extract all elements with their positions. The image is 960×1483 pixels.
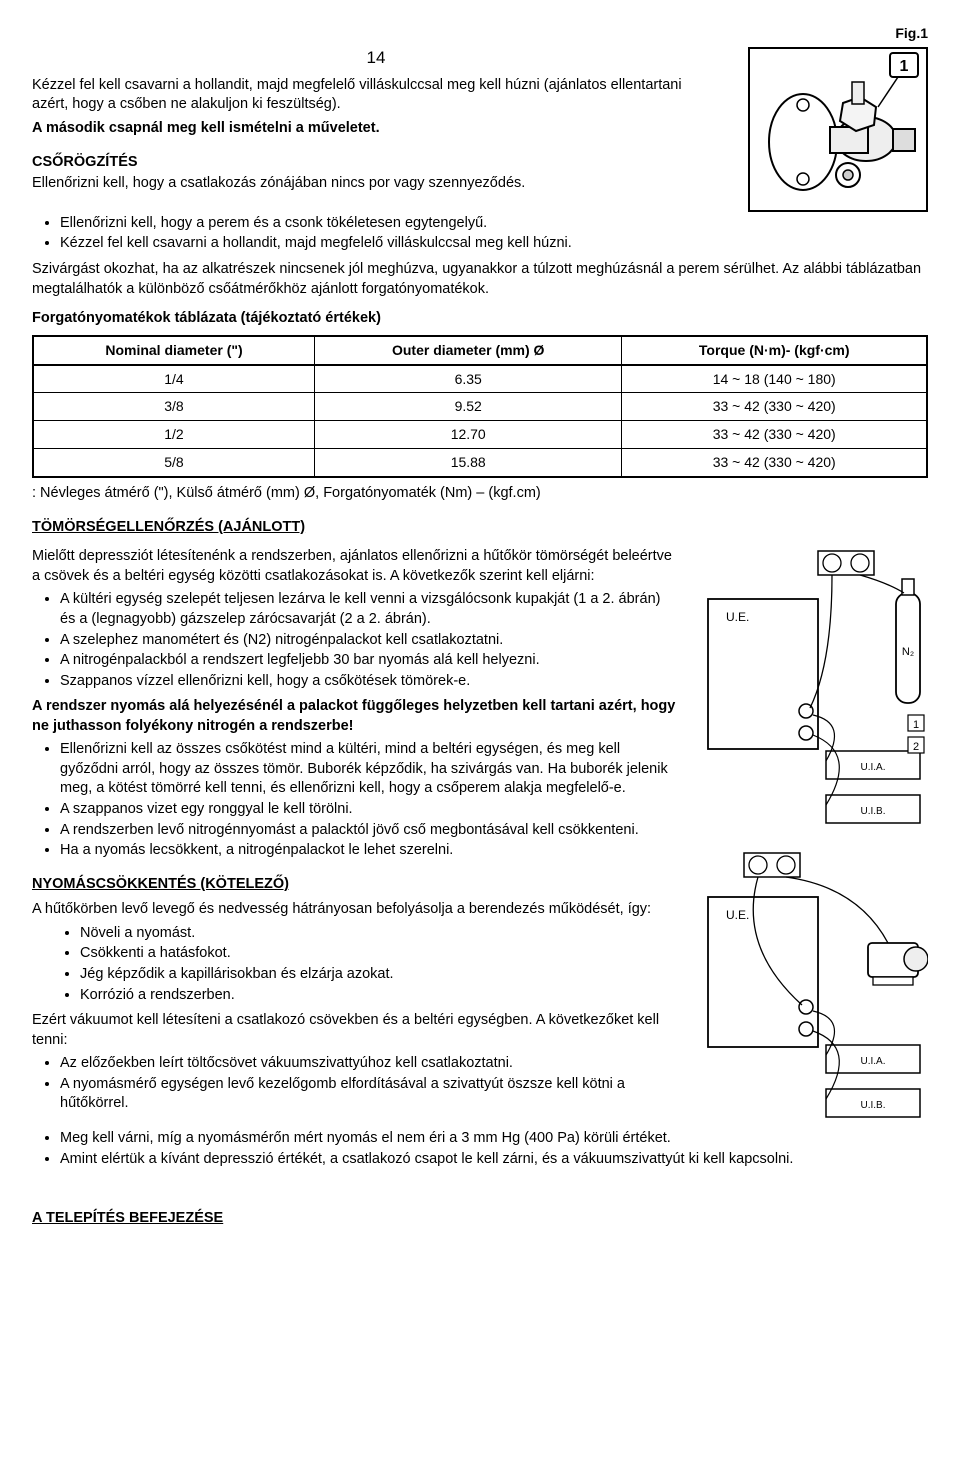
svg-text:U.I.A.: U.I.A.	[860, 1056, 885, 1067]
table-row: 3/89.5233 ~ 42 (330 ~ 420)	[33, 393, 927, 421]
svg-text:U.I.A.: U.I.A.	[860, 762, 885, 773]
torque-table: Nominal diameter (") Outer diameter (mm)…	[32, 335, 928, 478]
list-item: Jég képződik a kapillárisokban és elzárj…	[80, 965, 676, 985]
table-cell: 33 ~ 42 (330 ~ 420)	[622, 421, 927, 449]
table-cell: 6.35	[314, 365, 621, 393]
table-cell: 5/8	[33, 449, 314, 477]
table-cell: 14 ~ 18 (140 ~ 180)	[622, 365, 927, 393]
list-item: A szappanos vizet egy ronggyal le kell t…	[60, 800, 676, 820]
list-item: Csökkenti a hatásfokot.	[80, 944, 676, 964]
table-row: 1/46.3514 ~ 18 (140 ~ 180)	[33, 365, 927, 393]
leak-check-bullets-1: A kültéri egység szelepét teljesen lezár…	[32, 590, 676, 691]
heading-installation-completion: A TELEPÍTÉS BEFEJEZÉSE	[32, 1209, 928, 1229]
depress-mid: Ezért vákuumot kell létesíteni a csatlak…	[32, 1011, 676, 1050]
list-item: Ellenőrizni kell, hogy a perem és a cson…	[60, 214, 928, 234]
figure-1-valve-illustration: 1	[748, 47, 928, 212]
svg-text:1: 1	[900, 58, 909, 75]
svg-text:U.I.B.: U.I.B.	[860, 1100, 885, 1111]
svg-text:1: 1	[913, 719, 919, 731]
svg-text:2: 2	[913, 741, 919, 753]
list-item: Amint elértük a kívánt depresszió értéké…	[60, 1150, 928, 1170]
svg-text:N₂: N₂	[902, 646, 914, 658]
depress-bullets-1: Növeli a nyomást. Csökkenti a hatásfokot…	[32, 924, 676, 1005]
list-item: A nyomásmérő egységen levő kezelőgomb el…	[60, 1075, 676, 1114]
table-cell: 1/2	[33, 421, 314, 449]
heading-depressurization: NYOMÁSCSÖKKENTÉS (KÖTELEZŐ)	[32, 875, 676, 895]
table-header-row: Nominal diameter (") Outer diameter (mm)…	[33, 336, 927, 365]
figure-1-label: Fig.1	[32, 24, 928, 43]
heading-pipe-fixing: CSŐRÖGZÍTÉS	[32, 153, 720, 173]
list-item: A szelephez manométert és (N2) nitrogénp…	[60, 631, 676, 651]
depress-bullets-2-cont: Meg kell várni, míg a nyomásmérőn mért n…	[32, 1129, 928, 1169]
svg-text:U.E.: U.E.	[726, 610, 749, 624]
pipe-fixing-bullets: Ellenőrizni kell, hogy a perem és a cson…	[32, 214, 928, 254]
list-item: Ha a nyomás lecsökkent, a nitrogénpalack…	[60, 841, 676, 861]
list-item: A kültéri egység szelepét teljesen lezár…	[60, 590, 676, 629]
pipe-fixing-lead: Ellenőrizni kell, hogy a csatlakozás zón…	[32, 175, 525, 191]
intro-paragraph-2: A második csapnál meg kell ismételni a m…	[32, 119, 720, 139]
list-item: Ellenőrizni kell az összes csőkötést min…	[60, 740, 676, 799]
list-item: Növeli a nyomást.	[80, 924, 676, 944]
torque-table-title: Forgatónyomatékok táblázata (tájékoztató…	[32, 309, 928, 329]
figure-vacuum-pump: U.E. U.I.A. U.I.B.	[698, 847, 928, 1127]
table-cell: 33 ~ 42 (330 ~ 420)	[622, 449, 927, 477]
table-cell: 1/4	[33, 365, 314, 393]
column-header: Nominal diameter (")	[33, 336, 314, 365]
table-cell: 9.52	[314, 393, 621, 421]
leak-check-lead: Mielőtt depressziót létesítenénk a rends…	[32, 547, 676, 586]
table-cell: 15.88	[314, 449, 621, 477]
list-item: Korrózió a rendszerben.	[80, 986, 676, 1006]
column-header: Torque (N·m)- (kgf·cm)	[622, 336, 927, 365]
depress-lead: A hűtőkörben levő levegő és nedvesség há…	[32, 900, 676, 920]
column-header: Outer diameter (mm) Ø	[314, 336, 621, 365]
intro-paragraph-1: Kézzel fel kell csavarni a hollandit, ma…	[32, 76, 720, 115]
page-number: 14	[32, 47, 720, 70]
list-item: Az előzőekben leírt töltőcsövet vákuumsz…	[60, 1054, 676, 1074]
heading-leak-check: TÖMÖRSÉGELLENŐRZÉS (AJÁNLOTT)	[32, 518, 928, 538]
table-row: 5/815.8833 ~ 42 (330 ~ 420)	[33, 449, 927, 477]
list-item: A nitrogénpalackból a rendszert legfelje…	[60, 651, 676, 671]
svg-text:U.I.B.: U.I.B.	[860, 806, 885, 817]
figure-nitrogen-leak-test: U.E. N₂ U.I.A. U.I.B. 1	[698, 543, 928, 833]
leak-check-warning: A rendszer nyomás alá helyezésénél a pal…	[32, 697, 676, 736]
list-item: Meg kell várni, míg a nyomásmérőn mért n…	[60, 1129, 928, 1149]
depress-bullets-2: Az előzőekben leírt töltőcsövet vákuumsz…	[32, 1054, 676, 1114]
leak-check-bullets-2: Ellenőrizni kell az összes csőkötést min…	[32, 740, 676, 860]
table-cell: 33 ~ 42 (330 ~ 420)	[622, 393, 927, 421]
list-item: Szappanos vízzel ellenőrizni kell, hogy …	[60, 672, 676, 692]
list-item: Kézzel fel kell csavarni a hollandit, ma…	[60, 234, 928, 254]
pipe-fixing-after: Szivárgást okozhat, ha az alkatrészek ni…	[32, 260, 928, 299]
table-cell: 12.70	[314, 421, 621, 449]
svg-text:U.E.: U.E.	[726, 908, 749, 922]
table-cell: 3/8	[33, 393, 314, 421]
list-item: A rendszerben levő nitrogénnyomást a pal…	[60, 821, 676, 841]
torque-table-legend: : Névleges átmérő ("), Külső átmérő (mm)…	[32, 484, 928, 504]
table-row: 1/212.7033 ~ 42 (330 ~ 420)	[33, 421, 927, 449]
